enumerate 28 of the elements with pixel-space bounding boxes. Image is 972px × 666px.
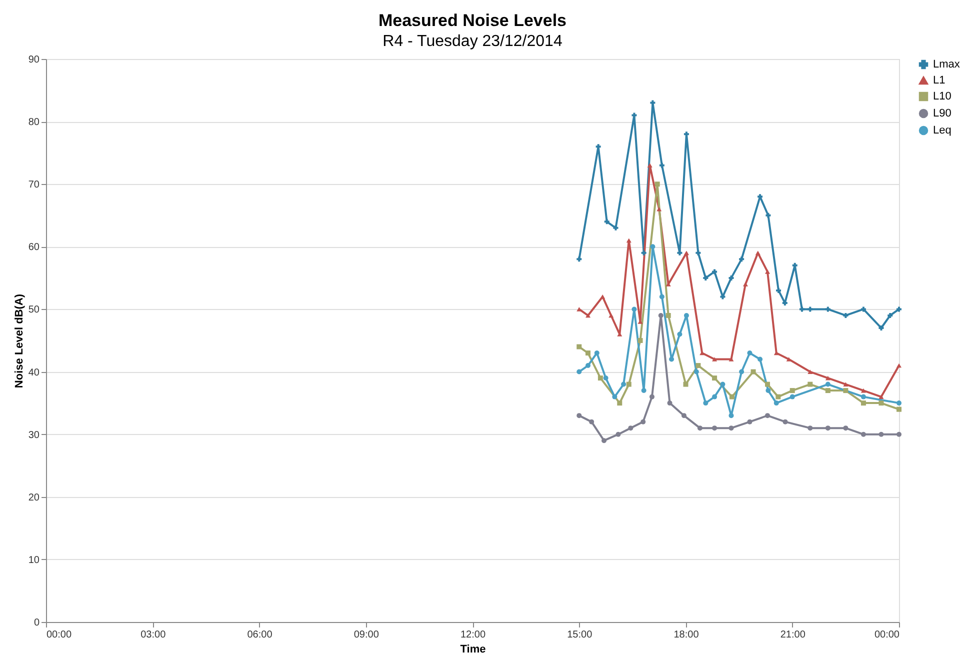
- legend-label: L1: [933, 74, 946, 86]
- x-tick-label: 09:00: [354, 630, 380, 640]
- x-tick-label: 00:00: [874, 630, 900, 640]
- legend-label: L10: [933, 90, 952, 102]
- legend-label: Leq: [933, 124, 952, 136]
- y-tick-label: 90: [28, 54, 40, 66]
- y-tick-label: 80: [28, 117, 40, 128]
- chart-subtitle: R4 - Tuesday 23/12/2014: [382, 33, 562, 50]
- x-tick-label: 18:00: [674, 630, 700, 640]
- x-axis-title: Time: [460, 644, 486, 656]
- y-tick-label: 50: [28, 304, 40, 316]
- x-tick-label: 15:00: [567, 630, 593, 640]
- y-tick-label: 70: [28, 180, 40, 191]
- y-tick-label: 10: [28, 554, 40, 566]
- y-tick-label: 40: [28, 367, 40, 378]
- x-tick-label: 00:00: [46, 630, 72, 640]
- x-tick-label: 03:00: [140, 630, 166, 640]
- y-axis-title: Noise Level dB(A): [13, 294, 26, 388]
- x-tick-label: 21:00: [780, 630, 806, 640]
- y-tick-label: 20: [28, 492, 40, 504]
- x-tick-label: 12:00: [460, 630, 486, 640]
- legend-label: L90: [933, 108, 952, 120]
- y-tick-label: 0: [34, 618, 40, 628]
- legend-label: Lmax: [933, 58, 960, 70]
- x-tick-label: 06:00: [247, 630, 273, 640]
- y-tick-label: 30: [28, 430, 40, 441]
- y-tick-label: 60: [28, 242, 40, 254]
- chart-title: Measured Noise Levels: [378, 11, 567, 30]
